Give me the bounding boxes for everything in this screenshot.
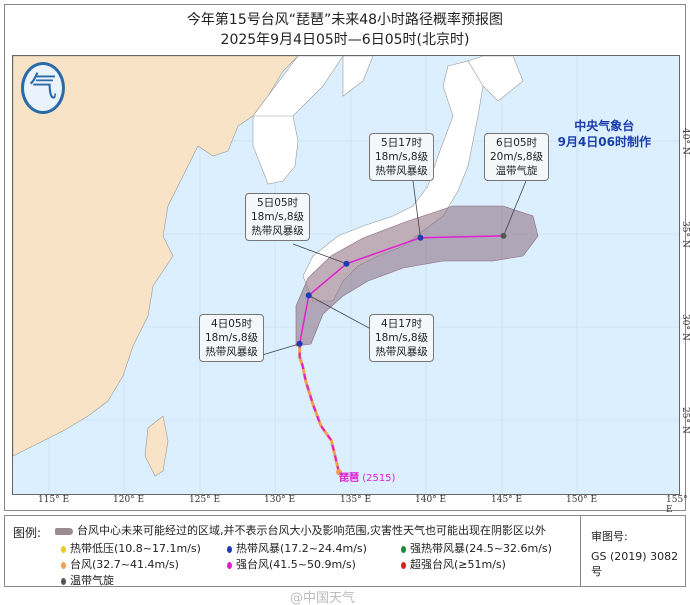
lon-tick-label: 150° E [566,495,598,505]
issue-time: 9月4日06时制作 [557,135,651,149]
leader-line [412,180,421,238]
leader-line [503,175,529,237]
legend: 图例: 台风中心未来可能经过的区域,并不表示台风大小及影响范围,灾害性天气也可能… [4,515,686,587]
legend-dot-icon [401,545,406,553]
issuer-name: 中央气象台 [574,119,635,133]
lon-tick-label: 155° E [666,495,688,515]
legend-item: 强台风(41.5~50.9m/s) [227,556,356,572]
lon-tick-label: 140° E [415,495,447,505]
forecast-label-5d05: 5日05时 18m/s,8级 热带风暴级 [245,193,311,241]
lon-tick-label: 120° E [113,495,145,505]
legend-item: 温带气旋 [61,572,114,588]
lat-tick-label: 40° N [680,128,690,155]
legend-item: 超强台风(≥51m/s) [401,556,506,572]
cma-logo-icon: 气 [21,62,65,114]
typhoon-name: 琵琶 [339,473,359,484]
legend-dot-icon [61,561,66,569]
legend-cone: 台风中心未来可能经过的区域,并不表示台风大小及影响范围,灾害性天气也可能出现在阴… [55,522,546,538]
review-label: 审图号: [591,530,628,543]
typhoon-start-point [335,469,342,476]
forecast-point [343,260,350,267]
legend-dot-icon [227,561,232,569]
lon-tick-label: 115° E [38,495,70,505]
cone-swatch-icon [55,527,73,535]
review-number-block: 审图号: GS (2019) 3082号 [580,516,686,586]
legend-dot-icon [61,545,66,553]
legend-item: 热带低压(10.8~17.1m/s) [61,540,201,556]
taiwan-land [144,415,169,477]
forecast-point [417,234,424,241]
legend-dot-icon [401,561,406,569]
watermark: @中国天气 [290,591,356,605]
lon-tick-label: 145° E [491,495,523,505]
forecast-label-5d17: 5日17时 18m/s,8级 热带风暴级 [369,133,435,181]
legend-item: 强热带风暴(24.5~32.6m/s) [401,540,552,556]
leader-line [292,243,347,265]
forecast-point [305,292,312,299]
typhoon-id: (2515) [362,473,396,484]
typhoon-name-label: 琵琶 (2515) [339,469,395,484]
korea-land [252,55,344,185]
lon-tick-label: 125° E [189,495,221,505]
forecast-label-6d05: 6日05时 20m/s,8级 温带气旋 [484,133,550,181]
lat-tick-label: 30° N [680,314,690,341]
legend-dot-icon [61,577,66,585]
lat-tick-label: 35° N [680,221,690,248]
page-title: 今年第15号台风“琵琶”未来48小时路径概率预报图 [186,12,504,28]
forecast-probability-cone [295,205,539,347]
issuer-block: 中央气象台 9月4日06时制作 [558,118,651,150]
leader-line [258,343,300,357]
map-frame [4,4,686,511]
map-svg [12,55,679,494]
legend-dot-icon [227,545,232,553]
forecast-label-4d17: 4日17时 18m/s,8级 热带风暴级 [369,314,435,362]
past-track [298,343,341,473]
lon-tick-label: 130° E [264,495,296,505]
lat-tick-label: 25° N [680,407,690,434]
typhoon-track [258,175,529,476]
forecast-label-4d05: 4日05时 18m/s,8级 热带风暴级 [199,314,265,362]
forecast-point [500,232,507,239]
past-track-overlay [298,343,340,473]
forecast-point [296,340,303,347]
map-area: 中央气象台 9月4日06时制作 气 琵琶 (2515) 4日05时 18m/s,8… [12,55,680,495]
review-number: GS (2019) 3082号 [591,550,679,578]
legend-title: 图例: [13,526,42,540]
lon-tick-label: 135° E [340,495,372,505]
legend-item: 热带风暴(17.2~24.4m/s) [227,540,367,556]
page-subtitle: 2025年9月4日05时—6日05时(北京时) [220,32,470,48]
legend-item: 台风(32.7~41.4m/s) [61,556,179,572]
